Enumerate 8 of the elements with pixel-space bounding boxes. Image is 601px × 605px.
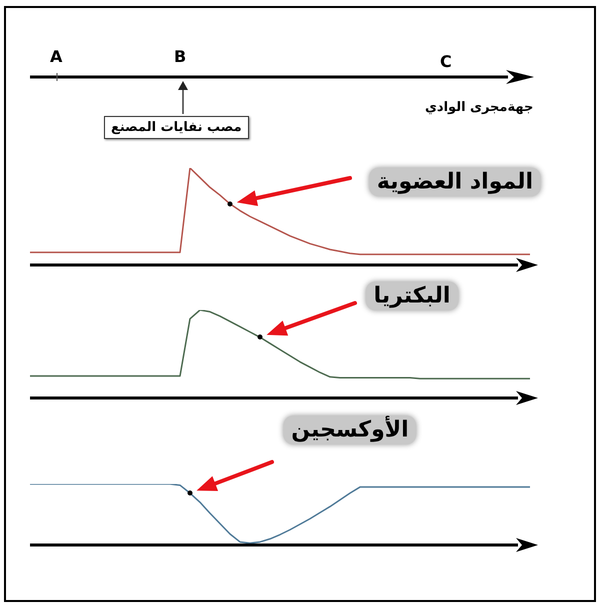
text: جهةمجرى الوادي bbox=[425, 100, 534, 115]
text: مصب نفايات المصنع bbox=[104, 116, 249, 139]
chart-title: المواد العضوية bbox=[368, 168, 542, 196]
chart-title: البكتريا bbox=[366, 282, 458, 310]
chart-title: الأوكسجين bbox=[283, 416, 417, 444]
text: A bbox=[50, 47, 62, 66]
text: C bbox=[440, 52, 452, 71]
text: B bbox=[174, 47, 186, 66]
